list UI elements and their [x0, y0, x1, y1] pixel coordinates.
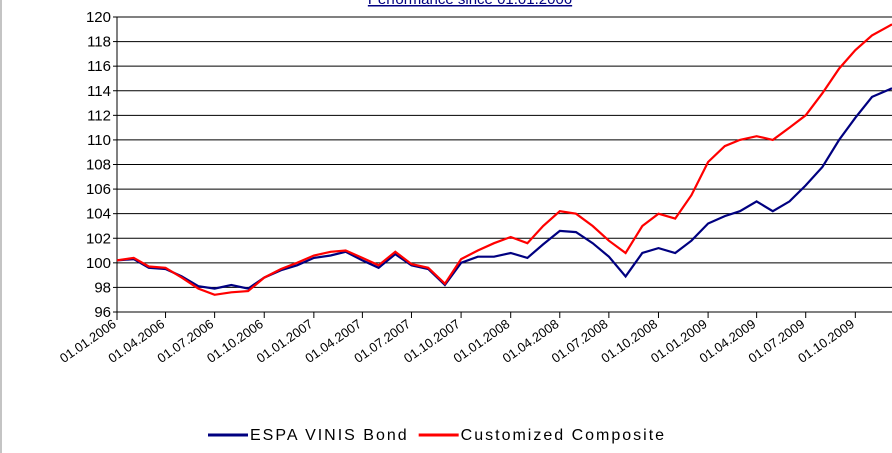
- y-tick-label: 112: [87, 107, 111, 124]
- line-series: [116, 23, 892, 296]
- y-tick-label: 106: [86, 181, 111, 198]
- x-tick-label: 01.10.2009: [795, 316, 857, 366]
- legend-label: ESPA VINIS Bond: [250, 427, 409, 444]
- y-tick-label: 114: [87, 83, 111, 100]
- y-tick-label: 98: [94, 279, 111, 296]
- y-tick-label: 116: [87, 58, 111, 75]
- y-tick-label: 118: [87, 34, 111, 51]
- y-tick-label: 102: [86, 230, 111, 247]
- y-tick-label: 108: [86, 157, 111, 174]
- y-tick-label: 104: [86, 206, 111, 223]
- y-tick-label: 110: [87, 132, 111, 149]
- y-tick-label: 120: [86, 9, 111, 26]
- legend-label: Customized Composite: [461, 427, 666, 444]
- y-tick-label: 100: [86, 255, 111, 272]
- chart-title: Performance since 01.01.2006: [368, 0, 572, 8]
- y-tick-label: 96: [94, 304, 111, 321]
- line-series: [116, 87, 892, 290]
